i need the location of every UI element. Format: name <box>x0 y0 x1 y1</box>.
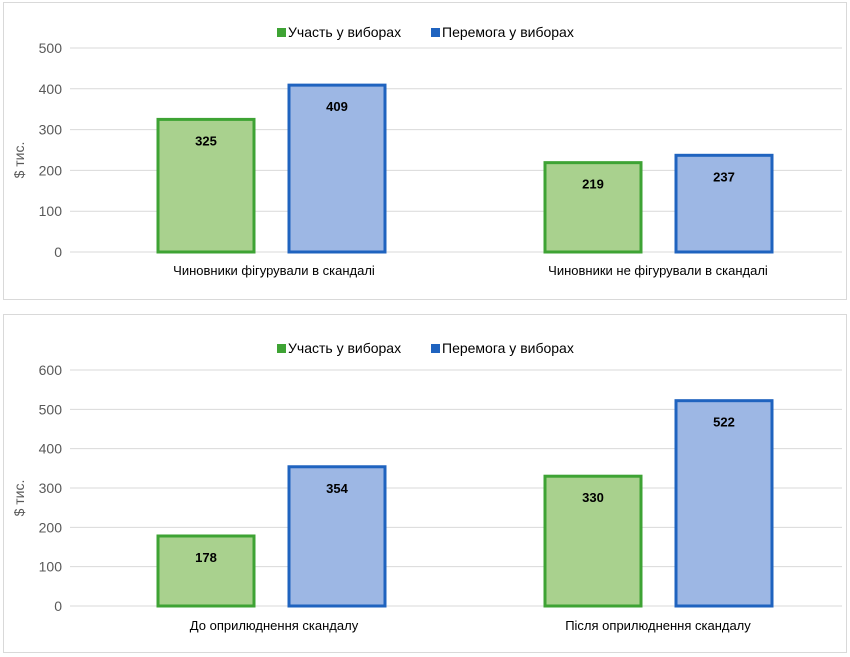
category-label: Після оприлюднення скандалу <box>565 618 751 633</box>
y-tick-label: 0 <box>54 244 62 260</box>
data-label: 237 <box>713 169 735 184</box>
bar <box>156 117 256 254</box>
data-label: 409 <box>326 99 348 114</box>
bar <box>287 83 387 254</box>
data-label: 522 <box>713 415 735 430</box>
category-label: Чиновники не фігурували в скандалі <box>548 263 768 278</box>
data-label: 219 <box>582 177 604 192</box>
bar <box>156 534 256 608</box>
data-label: 354 <box>326 481 348 496</box>
legend-swatch <box>277 28 286 37</box>
y-tick-label: 300 <box>39 480 63 496</box>
bar <box>287 465 387 608</box>
y-tick-label: 600 <box>39 362 63 378</box>
chart-panel-top: 0 100 200 300 400 500 $ тис. Участь у виборах Пе… <box>3 2 847 300</box>
y-tick-label: 0 <box>54 598 62 614</box>
legend-swatch <box>431 28 440 37</box>
bar-chart-bottom: 0 100 200 300 400 500 600 $ тис. Участь у вибора… <box>11 340 842 633</box>
bar <box>674 399 774 608</box>
legend-label: Перемога у виборах <box>442 24 574 40</box>
y-tick-label: 100 <box>39 203 63 219</box>
y-axis-label: $ тис. <box>11 480 27 517</box>
category-label: До оприлюднення скандалу <box>190 618 359 633</box>
bar-chart-top: 0 100 200 300 400 500 $ тис. Участь у виборах Пе… <box>11 24 842 278</box>
data-label: 330 <box>582 490 604 505</box>
bar <box>674 153 774 254</box>
y-tick-label: 200 <box>39 162 63 178</box>
bar <box>543 161 643 254</box>
data-label: 325 <box>195 133 217 148</box>
legend-swatch <box>431 344 440 353</box>
y-tick-label: 500 <box>39 40 63 56</box>
legend-label: Участь у виборах <box>288 24 401 40</box>
y-tick-label: 400 <box>39 441 63 457</box>
legend-label: Участь у виборах <box>288 340 401 356</box>
y-tick-label: 400 <box>39 81 63 97</box>
y-tick-label: 300 <box>39 122 63 138</box>
y-axis-label: $ тис. <box>11 142 27 179</box>
category-label: Чиновники фігурували в скандалі <box>173 263 375 278</box>
legend-label: Перемога у виборах <box>442 340 574 356</box>
chart-panel-bottom: 0 100 200 300 400 500 600 $ тис. Участь у вибора… <box>3 314 847 653</box>
y-tick-label: 500 <box>39 401 63 417</box>
y-tick-label: 200 <box>39 519 63 535</box>
y-tick-label: 100 <box>39 559 63 575</box>
bar <box>543 474 643 608</box>
legend-swatch <box>277 344 286 353</box>
data-label: 178 <box>195 550 217 565</box>
